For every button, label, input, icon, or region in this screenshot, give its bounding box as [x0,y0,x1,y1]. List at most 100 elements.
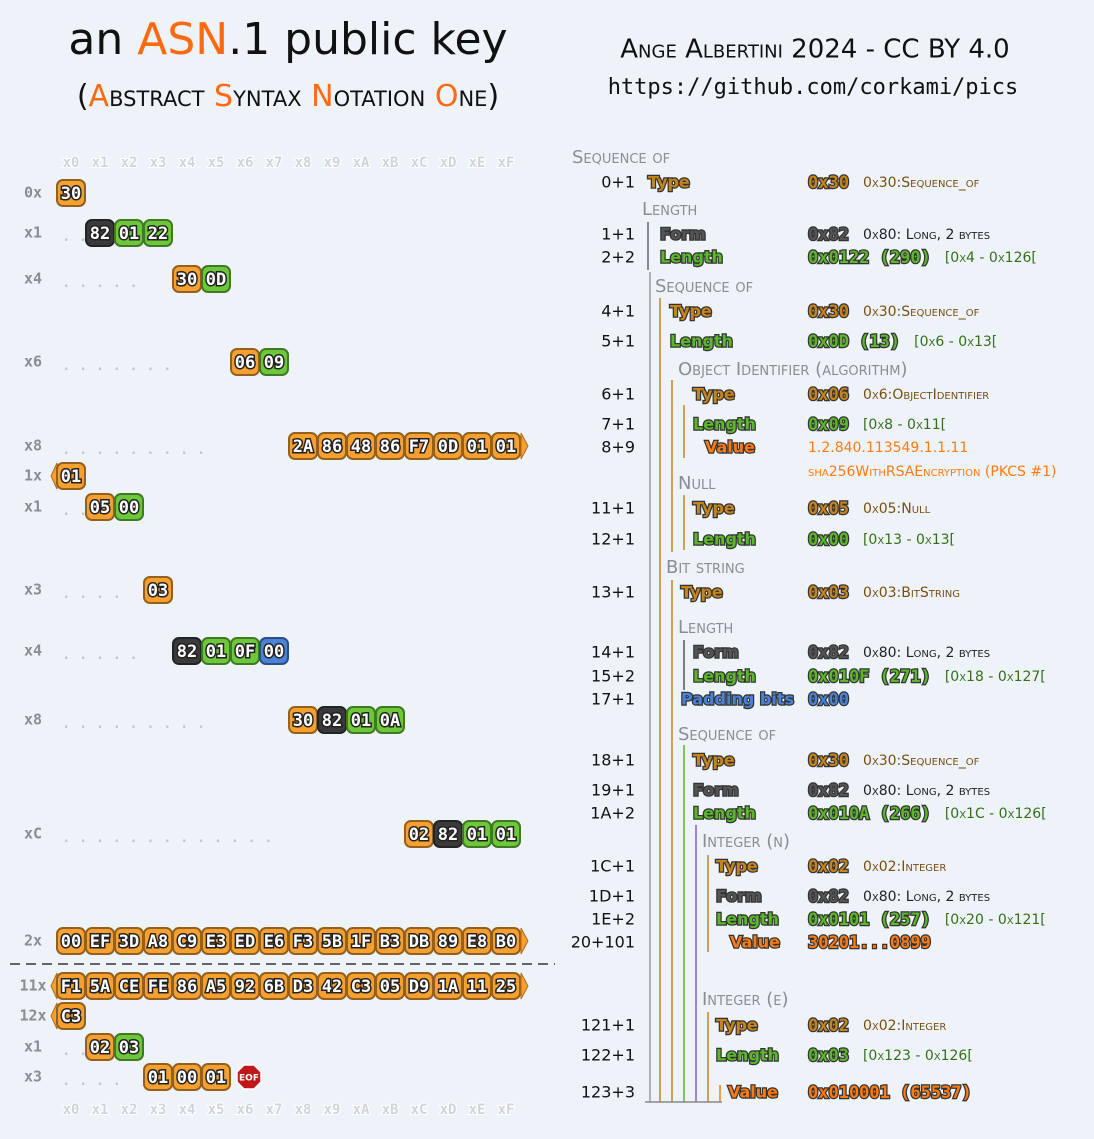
byte-box [259,637,289,665]
row-label: x4 [24,270,42,288]
field-hex: 0x0122 (290) [808,248,931,268]
field-hex: 0x02 [808,857,849,877]
byte: 01 [467,437,487,457]
field-desc: 0x05:Null [863,501,931,517]
column-footer: xE [469,1102,486,1118]
field-desc: 0x80: Long, 2 bytes [863,783,990,799]
continue-arrow [520,927,529,955]
offset: 123+3 [581,1083,635,1102]
offset: 1D+1 [589,887,635,906]
offset: 14+1 [591,643,635,662]
field-desc: [0x20 - 0x121[ [945,912,1046,928]
column-footer: x6 [237,1102,254,1118]
byte: 01 [148,1068,168,1088]
byte: 5B [322,932,342,952]
byte: 1F [351,932,371,952]
column-footer: xB [382,1102,399,1118]
continue-arrow [520,432,529,460]
subtitle-part: O [435,79,459,114]
byte: 30 [61,184,81,204]
section-header: Length [642,199,697,220]
byte: 82 [322,711,342,731]
byte: 86 [177,977,197,997]
byte: B0 [496,932,516,952]
field-name: Length [693,804,756,823]
field-name: Type [648,173,690,192]
subtitle: (Abstract Syntax Notation One) [77,79,499,114]
column-header: x3 [150,155,167,171]
subtitle-part: yntax [232,79,311,114]
padding-dots: . . . . . . . . . [62,716,205,732]
column-header: xC [411,155,428,171]
field-name: Length [716,910,779,929]
offset: 12+1 [591,530,635,549]
title-part: an [68,14,137,65]
byte: C3 [61,1007,81,1027]
field-name: Length [716,1046,779,1065]
offset: 2+2 [601,248,635,267]
section-header: Object Identifier (algorithm) [678,359,907,380]
field-name: Type [716,1016,758,1035]
byte: 0D [206,270,226,290]
column-header: xE [469,155,486,171]
byte: 25 [496,977,516,997]
column-header: x4 [179,155,196,171]
byte: E6 [264,932,284,952]
byte: 00 [61,932,81,952]
field-name: Form [693,643,739,662]
byte-box [114,493,144,521]
byte: 02 [90,1038,110,1058]
byte: 00 [177,1068,197,1088]
byte: 01 [467,825,487,845]
byte: 00 [264,642,284,662]
field-desc: 0x6:ObjectIdentifier [863,387,989,403]
column-header: xF [498,155,515,171]
field-name: Value [730,933,780,952]
byte: 01 [61,467,81,487]
row-label: 1x [24,467,42,485]
field-name: Length [693,530,756,549]
field-name: Type [716,857,758,876]
byte: CE [119,977,139,997]
field-desc: 0x80: Long, 2 bytes [863,227,990,243]
byte-box [143,576,173,604]
row-label: x3 [24,581,42,599]
eof-label: EOF [239,1074,259,1084]
byte: 5A [90,977,110,997]
column-footer: x1 [92,1102,109,1118]
field-hex: 0x010001 (65537) [808,1083,972,1103]
offset: 4+1 [601,302,635,321]
field-hex: 0x06 [808,385,849,405]
field-desc: 0x30:Sequence_of [863,175,980,191]
column-header: x0 [63,155,80,171]
byte: 86 [322,437,342,457]
padding-dots: . . [62,503,87,519]
field-value: 1.2.840.113549.1.1.11 [808,440,968,456]
url: https://github.com/corkami/pics [608,75,1019,100]
column-footer: x0 [63,1102,80,1118]
column-header: x7 [266,155,283,171]
field-name: Form [716,887,762,906]
byte: 01 [496,437,516,457]
byte: A8 [148,932,168,952]
field-desc: [0x4 - 0x126[ [945,250,1037,266]
field-name: Length [670,332,733,351]
byte: 1A [438,977,458,997]
field-name: Form [660,225,706,244]
byte: 09 [264,353,284,373]
byte: 11 [467,977,487,997]
row-label: x1 [24,1038,42,1056]
field-hex: 0x82 [808,225,849,245]
byte: 05 [380,977,400,997]
padding-dots: . . . . . [62,647,138,663]
padding-dots: . . . . . . . . . [62,442,205,458]
row-label: x8 [24,711,42,729]
eof-sign [236,1064,262,1090]
field-hex: 0x02 [808,1016,849,1036]
section-header: Length [678,617,733,638]
padding-dots: . . . . . . . . . . . . . [62,830,273,846]
byte-box [56,1002,86,1030]
row-label: x3 [24,1068,42,1086]
byte: 01 [119,224,139,244]
byte: 05 [90,498,110,518]
